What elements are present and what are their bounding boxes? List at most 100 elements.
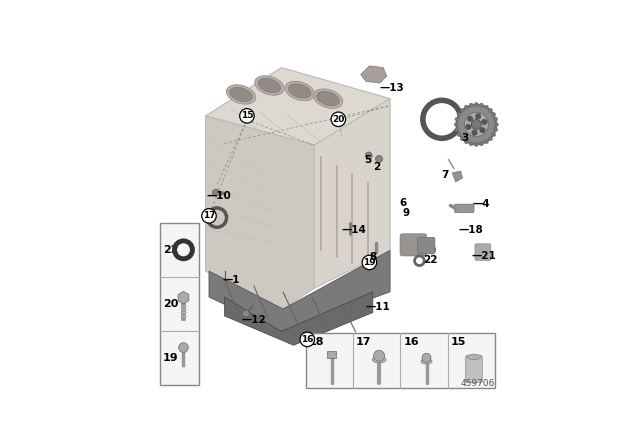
FancyBboxPatch shape (454, 204, 474, 212)
Circle shape (467, 116, 473, 121)
Text: 17: 17 (203, 211, 215, 220)
Ellipse shape (314, 89, 342, 108)
Text: —21: —21 (471, 250, 496, 261)
Circle shape (362, 255, 376, 270)
Text: 19: 19 (363, 258, 376, 267)
Circle shape (464, 105, 468, 109)
Polygon shape (205, 116, 314, 309)
Circle shape (465, 124, 471, 130)
Text: —13: —13 (379, 83, 404, 93)
Circle shape (365, 152, 372, 159)
FancyBboxPatch shape (466, 356, 483, 383)
Text: 18: 18 (308, 336, 324, 347)
Circle shape (493, 117, 498, 121)
Polygon shape (209, 250, 390, 332)
Circle shape (492, 133, 496, 137)
Text: 22: 22 (163, 245, 179, 255)
Text: —11: —11 (366, 302, 390, 312)
Circle shape (454, 122, 458, 126)
Ellipse shape (372, 357, 386, 363)
Polygon shape (314, 99, 390, 289)
Ellipse shape (317, 91, 339, 106)
Text: 17: 17 (356, 336, 371, 347)
Bar (305, 333, 495, 388)
Circle shape (494, 122, 499, 126)
Text: 15: 15 (241, 112, 253, 121)
Polygon shape (178, 292, 189, 304)
Ellipse shape (255, 76, 284, 95)
Circle shape (212, 190, 220, 196)
Text: 459706: 459706 (461, 379, 495, 388)
Circle shape (243, 310, 250, 317)
Circle shape (472, 130, 477, 135)
Polygon shape (452, 171, 463, 182)
Circle shape (474, 142, 479, 146)
FancyBboxPatch shape (327, 350, 336, 358)
Circle shape (179, 343, 188, 353)
Circle shape (202, 209, 216, 223)
Circle shape (479, 103, 484, 107)
Circle shape (455, 128, 459, 132)
Circle shape (480, 127, 485, 133)
Circle shape (376, 155, 383, 163)
Text: —10: —10 (207, 191, 231, 201)
Text: —4: —4 (473, 199, 490, 209)
Text: 6: 6 (399, 198, 406, 208)
Circle shape (428, 246, 436, 254)
Circle shape (465, 112, 488, 137)
Ellipse shape (230, 87, 252, 102)
Circle shape (471, 120, 481, 129)
Circle shape (331, 112, 346, 126)
Text: —12: —12 (241, 315, 266, 325)
Text: 16: 16 (301, 335, 314, 344)
Polygon shape (361, 66, 387, 83)
Circle shape (484, 140, 488, 144)
Ellipse shape (467, 354, 481, 360)
Text: 20: 20 (332, 115, 344, 124)
Ellipse shape (289, 84, 311, 98)
Polygon shape (225, 292, 373, 345)
Circle shape (488, 137, 493, 141)
Circle shape (479, 142, 484, 146)
Circle shape (455, 117, 459, 121)
Circle shape (300, 332, 314, 347)
Text: 7: 7 (442, 170, 449, 180)
Circle shape (240, 108, 254, 123)
Polygon shape (205, 68, 390, 145)
Text: —1: —1 (223, 275, 240, 285)
Circle shape (374, 350, 385, 362)
Text: —14: —14 (342, 225, 367, 235)
Ellipse shape (285, 81, 314, 101)
Circle shape (482, 119, 487, 125)
Ellipse shape (258, 78, 281, 93)
Text: 16: 16 (403, 336, 419, 347)
Circle shape (469, 103, 473, 107)
Text: 20: 20 (163, 299, 179, 309)
Text: 3: 3 (461, 133, 469, 143)
Circle shape (457, 133, 461, 137)
Text: 19: 19 (163, 353, 179, 363)
Text: —18: —18 (458, 225, 483, 235)
Circle shape (493, 128, 498, 132)
Circle shape (492, 112, 496, 116)
Circle shape (460, 137, 464, 141)
Circle shape (476, 113, 481, 119)
Circle shape (464, 140, 468, 144)
Ellipse shape (227, 85, 256, 104)
Circle shape (456, 104, 497, 145)
Ellipse shape (421, 359, 432, 364)
Text: 8: 8 (369, 252, 376, 262)
Circle shape (460, 108, 464, 112)
Text: 5: 5 (364, 155, 371, 165)
FancyBboxPatch shape (475, 244, 491, 260)
Circle shape (422, 353, 431, 362)
Bar (159, 223, 199, 385)
Text: 9: 9 (403, 208, 410, 218)
FancyBboxPatch shape (418, 237, 435, 254)
Circle shape (457, 112, 461, 116)
Text: 15: 15 (451, 336, 466, 347)
Circle shape (469, 142, 473, 146)
Text: 2: 2 (373, 162, 381, 172)
Circle shape (484, 105, 488, 109)
Circle shape (488, 108, 493, 112)
